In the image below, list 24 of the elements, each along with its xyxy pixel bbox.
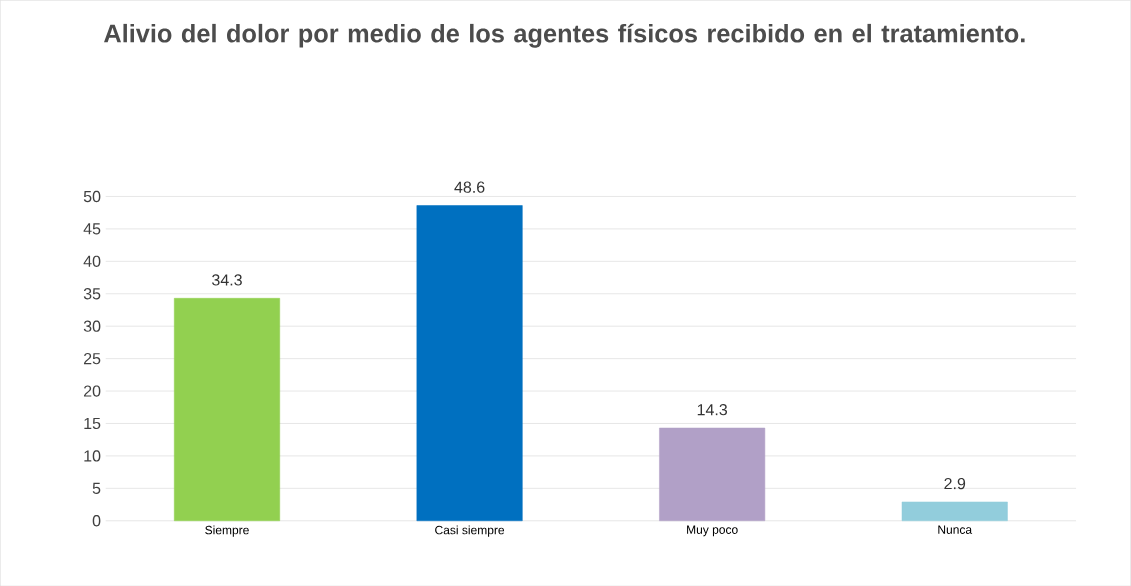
y-tick-label: 15 <box>84 417 101 429</box>
x-tick-label: Casi siempre <box>435 525 505 537</box>
bar <box>174 297 280 521</box>
y-tick-label: 10 <box>84 450 101 462</box>
y-tick-label: 30 <box>83 320 101 332</box>
y-tick-label: 40 <box>83 255 101 267</box>
y-tick-label: 45 <box>83 223 101 235</box>
data-label: 14.3 <box>697 403 728 416</box>
bar <box>659 427 766 521</box>
x-tick-label: Nunca <box>938 525 973 534</box>
x-tick-label: Siempre <box>205 525 249 537</box>
data-label: 48.6 <box>454 181 485 193</box>
y-tick-label: 5 <box>92 482 101 494</box>
x-tick-label: Muy poco <box>687 525 738 537</box>
data-label: 2.9 <box>944 477 966 490</box>
y-tick-label: 25 <box>83 352 101 365</box>
bar <box>416 205 523 521</box>
y-tick-label: 0 <box>92 514 101 527</box>
data-label: 34.3 <box>212 274 242 286</box>
chart-title: Alivio del dolor por medio de los agentes físicos recibido en el tratamiento. <box>104 23 1025 48</box>
bar <box>901 501 1008 521</box>
y-tick-label: 50 <box>83 190 101 202</box>
y-tick-label: 20 <box>83 385 101 397</box>
y-tick-label: 35 <box>83 287 101 300</box>
